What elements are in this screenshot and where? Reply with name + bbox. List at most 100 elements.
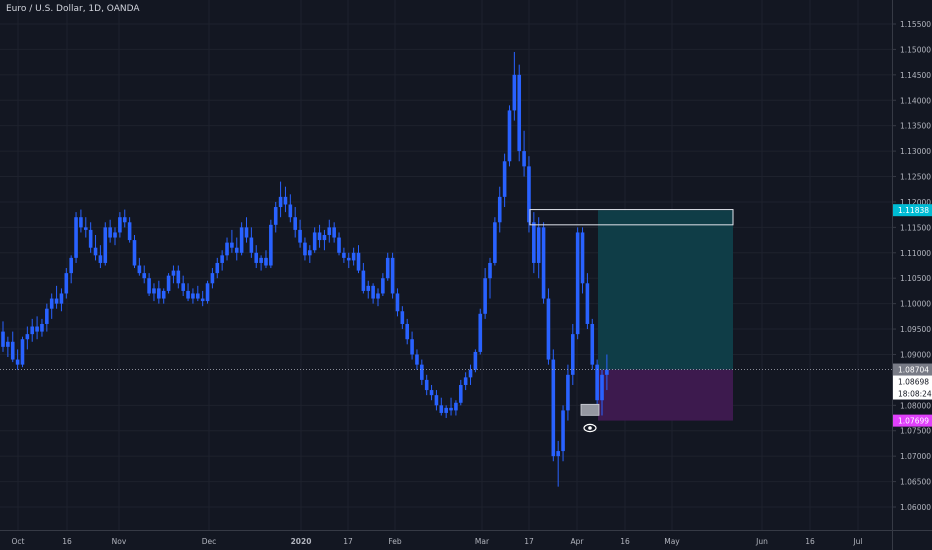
candles-layer: [1, 51, 609, 487]
candle-body: [137, 265, 142, 274]
eye-icon: [583, 423, 597, 433]
candle-body: [35, 326, 39, 332]
price-tick-label: 1.12500: [900, 173, 931, 182]
candle-body: [420, 364, 424, 380]
price-tick-label: 1.15000: [900, 45, 931, 54]
candle-body: [590, 323, 595, 365]
candle-body: [385, 257, 390, 279]
candle-body: [351, 252, 356, 261]
candle-body: [580, 232, 585, 284]
price-tick-label: 1.09000: [900, 350, 931, 359]
time-tick-label: Dec: [202, 537, 217, 546]
candle-body: [176, 270, 181, 284]
candle-body: [497, 196, 502, 223]
candle-body: [585, 283, 590, 324]
candle-body: [541, 227, 546, 299]
candle-body: [605, 369, 609, 375]
candle-body: [449, 407, 453, 411]
candle-body: [40, 323, 44, 332]
time-tick-label: May: [664, 537, 680, 546]
candle-body: [59, 293, 64, 304]
candle-body: [244, 227, 249, 238]
candle-body: [566, 374, 570, 411]
price-tick-label: 1.14500: [900, 71, 931, 80]
candle-body: [463, 377, 468, 385]
time-axis[interactable]: Oct 16 Nov Dec 2020 17 Feb Mar 17 Apr 16 May Jun 16 Ju…: [12, 537, 863, 546]
candle-body: [570, 334, 575, 375]
candle-body: [103, 227, 108, 263]
drawings-layer: [598, 210, 733, 421]
candle-body: [483, 278, 487, 314]
candle-body: [468, 369, 473, 378]
time-tick-label: Jul: [852, 537, 862, 546]
candle-body: [269, 224, 273, 266]
candle-body: [434, 395, 439, 406]
price-tick-label: 1.11000: [900, 249, 931, 258]
candle-body: [20, 339, 25, 365]
candle-body: [79, 217, 83, 228]
candle-body: [342, 252, 346, 258]
candle-body: [327, 227, 332, 235]
candle-body: [127, 222, 132, 241]
price-tags: 1.11838 1.08704 1.08698 18:08:24 1.07699: [893, 204, 932, 427]
eye-outline: [583, 423, 597, 433]
candle-body: [332, 227, 336, 238]
candle-body: [454, 402, 458, 411]
last-price-tag-bg: [893, 363, 932, 376]
price-tick-label: 1.12000: [900, 198, 931, 207]
candle-body: [522, 151, 526, 167]
candle-body: [312, 232, 317, 251]
time-tick-label: Nov: [112, 537, 127, 546]
candle-body: [113, 232, 117, 238]
candle-body: [118, 217, 122, 233]
candle-body: [196, 293, 200, 299]
price-tick-label: 1.07000: [900, 452, 931, 461]
candle-body: [74, 217, 78, 258]
candle-body: [152, 288, 156, 294]
candle-body: [400, 311, 405, 324]
candle-body: [157, 288, 161, 299]
price-tick-label: 1.07500: [900, 427, 931, 436]
candle-body: [147, 278, 151, 294]
candle-body: [171, 270, 176, 276]
candle-body: [191, 293, 195, 299]
candle-body: [405, 323, 410, 340]
time-tick-label: 16: [805, 537, 815, 546]
chart-title: Euro / U.S. Dollar, 1D, OANDA: [6, 4, 140, 14]
time-tick-label: Apr: [571, 537, 585, 546]
candle-body: [415, 354, 419, 365]
time-tick-label: Mar: [475, 537, 490, 546]
eye-pupil: [588, 426, 592, 430]
price-tick-label: 1.15500: [900, 20, 931, 29]
price-tick-label: 1.13500: [900, 122, 931, 131]
candle-body: [303, 242, 307, 256]
time-tick-label: Jun: [755, 537, 768, 546]
candle-body: [478, 313, 483, 352]
candle-body: [132, 240, 137, 266]
candle-body: [337, 237, 341, 253]
candle-body: [205, 283, 210, 302]
candle-body: [546, 298, 551, 360]
candle-body: [356, 252, 361, 271]
resistance-rectangle: [529, 209, 734, 226]
price-tick-label: 1.10500: [900, 274, 931, 283]
candle-body: [371, 285, 375, 299]
price-tick-label: 1.10000: [900, 300, 931, 309]
candle-body: [376, 293, 380, 299]
candle-body: [322, 234, 327, 241]
price-axis[interactable]: 1.15500 1.15000 1.14500 1.14000 1.13500 1.130…: [892, 20, 931, 512]
candle-body: [429, 390, 434, 396]
candle-body: [293, 217, 297, 230]
candle-body: [381, 278, 385, 294]
candle-body: [249, 237, 254, 253]
candle-body: [15, 359, 20, 365]
candle-body: [410, 339, 414, 355]
time-tick-label: Oct: [12, 537, 25, 546]
candle-body: [49, 298, 54, 309]
candle-body: [254, 252, 259, 263]
candle-body: [424, 379, 429, 391]
candle-body: [278, 196, 283, 208]
candle-body: [25, 334, 30, 340]
